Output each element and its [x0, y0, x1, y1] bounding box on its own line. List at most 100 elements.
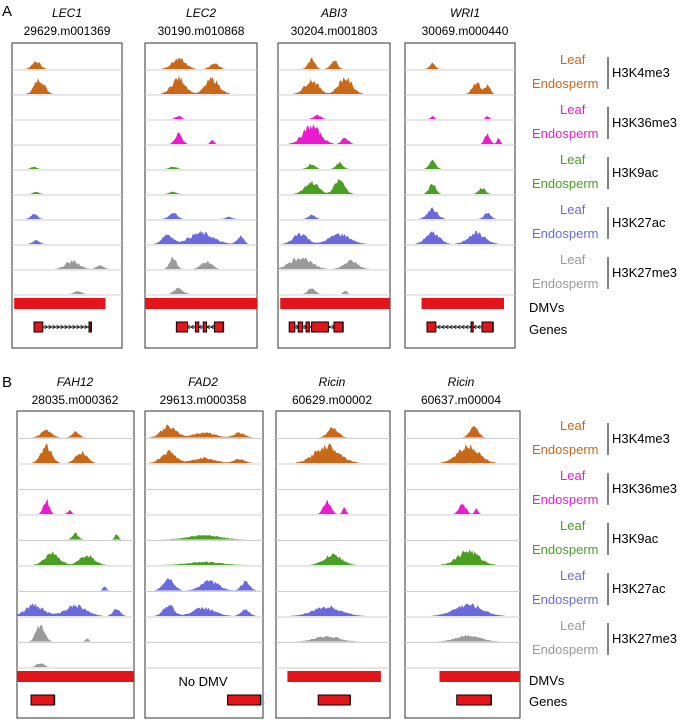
- strand-chevron: [44, 324, 49, 330]
- gene-id: 29613.m000358: [160, 393, 247, 407]
- strand-chevron: [64, 324, 69, 330]
- gene-exon: [194, 321, 200, 333]
- legend-endosperm-h3k27me3: Endosperm: [532, 642, 598, 657]
- gene-exon: [333, 321, 344, 333]
- column-frame: [275, 410, 391, 719]
- signal-track-h3k9ac-endosperm: [405, 549, 520, 565]
- signal-track-h3k27me3-leaf: [145, 256, 257, 269]
- gene-exon: [297, 321, 304, 333]
- gene-exon: [311, 321, 329, 333]
- signal-track-h3k36me3-endosperm: [145, 132, 257, 144]
- gene-header-a-1: LEC1 29629.m001369: [24, 6, 111, 38]
- signal-track-h3k27me3-leaf: [17, 624, 134, 642]
- signal-track-h3k36me3-leaf: [145, 115, 257, 119]
- legend-endosperm-h3k36me3: Endosperm: [532, 126, 598, 141]
- gene-exon: [481, 321, 494, 333]
- legend-leaf-h3k27me3: Leaf: [560, 618, 586, 633]
- strand-chevron: [48, 324, 53, 330]
- gene-exon: [288, 321, 296, 333]
- signal-track-h3k4me3-leaf: [278, 57, 390, 69]
- signal-track-h3k36me3-endosperm: [276, 499, 390, 514]
- signal-track-h3k9ac-endosperm: [17, 551, 134, 565]
- signal-track-h3k4me3-endosperm: [405, 82, 515, 94]
- column-frame: [404, 410, 521, 719]
- strand-chevron: [60, 324, 65, 330]
- dmv-bar: [145, 298, 257, 309]
- signal-track-h3k9ac-leaf: [17, 532, 134, 540]
- dmv-bar: [14, 298, 106, 309]
- legend-mark-h3k27me3: H3K27me3: [612, 631, 677, 646]
- signal-track-h3k27ac-leaf: [405, 207, 515, 219]
- gene-column-a-4: [404, 42, 516, 349]
- gene-header-b-2: FAD2 29613.m000358: [160, 375, 247, 407]
- signal-track-h3k9ac-leaf: [405, 159, 515, 169]
- strand-chevron: [464, 324, 469, 330]
- signal-track-h3k27ac-endosperm: [405, 603, 520, 616]
- legend-mark-h3k27ac: H3K27ac: [612, 215, 666, 230]
- legend-leaf-h3k27ac: Leaf: [560, 568, 586, 583]
- strand-chevron: [56, 324, 61, 330]
- strand-chevron: [436, 324, 441, 330]
- signal-track-h3k36me3-leaf: [278, 114, 390, 119]
- signal-track-h3k36me3-endosperm: [17, 498, 134, 514]
- legend-endosperm-h3k4me3: Endosperm: [532, 76, 598, 91]
- signal-track-h3k4me3-leaf: [405, 426, 520, 438]
- legend-genes: Genes: [529, 694, 568, 709]
- gene-exon: [470, 321, 474, 333]
- signal-track-h3k27me3-endosperm: [12, 291, 122, 294]
- gene-column-a-2: [144, 42, 258, 349]
- signal-track-h3k9ac-endosperm: [405, 184, 515, 194]
- strand-chevron: [80, 324, 85, 330]
- gene-name: LEC2: [186, 6, 216, 20]
- gene-header-b-1: FAH12 28035.m000362: [32, 375, 119, 407]
- strand-chevron: [440, 324, 445, 330]
- column-frame: [144, 410, 264, 719]
- gene-column-b-2: [144, 410, 264, 719]
- legend-leaf-h3k4me3: Leaf: [560, 418, 586, 433]
- signal-track-h3k9ac-leaf: [145, 534, 263, 540]
- gene-name: Ricin: [448, 375, 475, 389]
- gene-id: 30204.m001803: [291, 24, 378, 38]
- dmv-bar: [287, 671, 381, 682]
- signal-track-h3k27ac-leaf: [278, 214, 390, 219]
- signal-track-h3k9ac-leaf: [12, 166, 122, 169]
- gene-column-b-4: [404, 410, 521, 719]
- legend-mark-h3k36me3: H3K36me3: [612, 481, 677, 496]
- signal-track-h3k4me3-endosperm: [145, 450, 263, 463]
- column-frame: [16, 410, 135, 719]
- gene-column-b-1: [16, 410, 135, 719]
- legend-mark-h3k9ac: H3K9ac: [612, 165, 659, 180]
- strand-chevron: [190, 324, 195, 330]
- signal-track-h3k4me3-endosperm: [276, 443, 390, 463]
- gene-header-a-2: LEC2 30190.m010868: [158, 6, 245, 38]
- signal-track-h3k27me3-endosperm: [278, 288, 390, 294]
- signal-track-h3k4me3-endosperm: [405, 443, 520, 463]
- legend-dmvs: DMVs: [529, 300, 565, 315]
- legend-panel-a: Leaf Endosperm H3K4me3 Leaf Endosperm H3…: [529, 52, 677, 337]
- legend-leaf-h3k27ac: Leaf: [560, 202, 586, 217]
- legend-mark-h3k4me3: H3K4me3: [612, 431, 670, 446]
- legend-leaf-h3k36me3: Leaf: [560, 468, 586, 483]
- signal-track-h3k4me3-leaf: [145, 424, 263, 438]
- legend-mark-h3k9ac: H3K9ac: [612, 531, 659, 546]
- signal-track-h3k27ac-endosperm: [145, 605, 263, 616]
- legend-endosperm-h3k27ac: Endosperm: [532, 226, 598, 241]
- gene-id: 29629.m001369: [24, 24, 111, 38]
- genome-browser-tracks: [11, 42, 521, 719]
- legend-leaf-h3k9ac: Leaf: [560, 518, 586, 533]
- gene-id: 60637.m00004: [421, 393, 501, 407]
- signal-track-h3k4me3-endosperm: [278, 77, 390, 94]
- signal-track-h3k27me3-leaf: [12, 260, 122, 269]
- signal-track-h3k4me3-leaf: [145, 57, 257, 69]
- legend-mark-h3k36me3: H3K36me3: [612, 115, 677, 130]
- gene-header-a-3: ABI3 30204.m001803: [291, 6, 378, 38]
- gene-exon: [227, 694, 262, 706]
- legend-endosperm-h3k36me3: Endosperm: [532, 492, 598, 507]
- signal-track-h3k9ac-leaf: [278, 161, 390, 169]
- dmv-bar: [439, 671, 520, 682]
- gene-id: 30069.m000440: [422, 24, 509, 38]
- gene-exon: [317, 694, 351, 706]
- gene-name: Ricin: [319, 375, 346, 389]
- legend-endosperm-h3k27ac: Endosperm: [532, 592, 598, 607]
